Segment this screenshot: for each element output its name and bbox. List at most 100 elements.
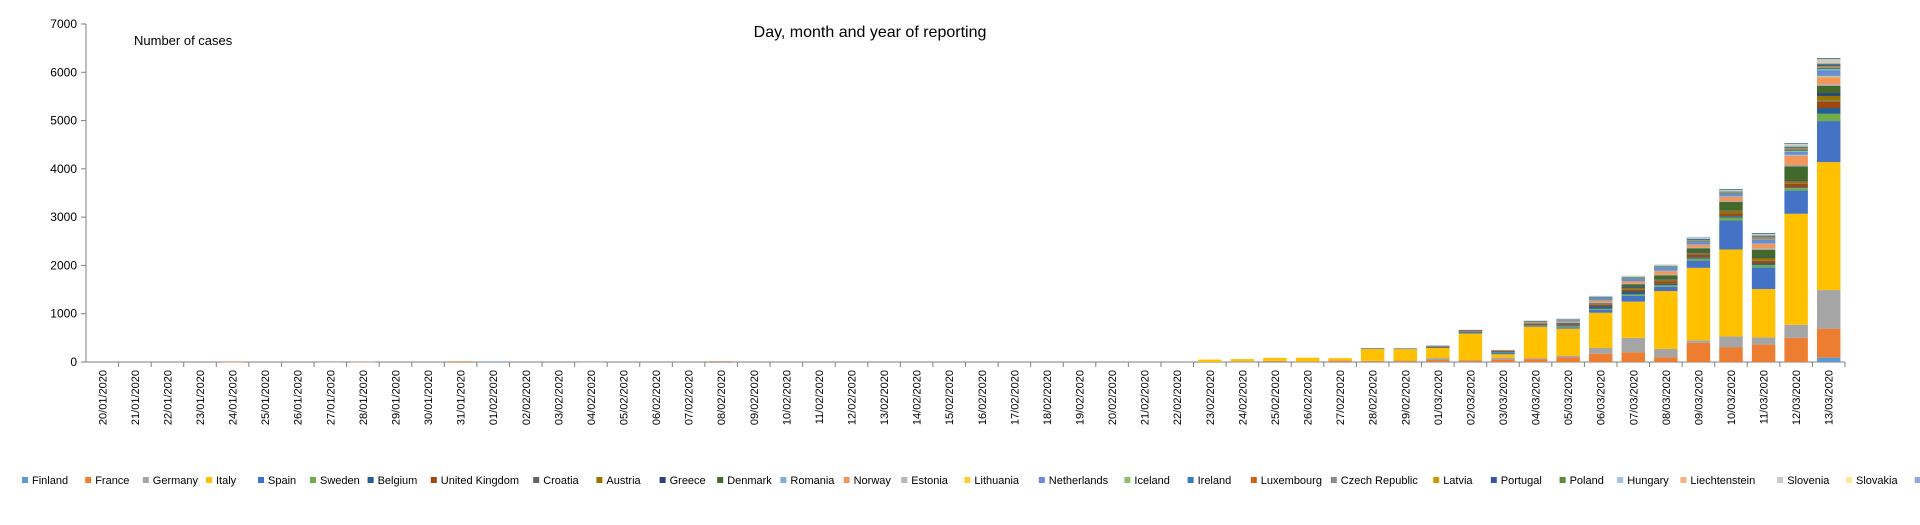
legend-label: Romania	[790, 475, 835, 487]
bar-segment	[1816, 66, 1841, 68]
x-tick-label: 26/01/2020	[293, 370, 305, 425]
bar-segment	[1621, 275, 1645, 277]
bar-segment	[1784, 151, 1808, 155]
x-tick-label: 08/03/2020	[1661, 370, 1673, 425]
bar-segment	[1295, 357, 1320, 362]
bar-segment	[1621, 294, 1645, 296]
bar-segment	[1588, 306, 1613, 309]
bar-segment	[1719, 192, 1743, 193]
bar-segment	[1686, 247, 1711, 249]
bar-segment	[1719, 210, 1743, 214]
bar-segment	[1491, 350, 1515, 352]
bar-segment	[1751, 263, 1776, 265]
bar-segment	[1621, 337, 1645, 353]
bar-segment	[1491, 359, 1515, 362]
bar-segment	[1491, 351, 1515, 353]
bar-segment	[1588, 303, 1613, 305]
bar-segment	[1523, 324, 1548, 325]
bar-segment	[1816, 58, 1841, 60]
bar-segment	[1784, 183, 1808, 184]
bar-segment	[1816, 70, 1841, 76]
bar-segment	[1588, 347, 1613, 354]
bar-segment	[1458, 360, 1483, 362]
legend-label: Lithuania	[974, 475, 1020, 487]
bar-segment	[1751, 261, 1776, 264]
bar-segment	[1719, 201, 1743, 211]
legend-swatch	[1846, 477, 1852, 483]
bar-segment	[1426, 360, 1450, 362]
bar-segment	[1621, 291, 1645, 295]
x-tick-label: 22/01/2020	[162, 370, 174, 425]
bar-segment	[1816, 67, 1841, 68]
bar-segment	[1784, 180, 1808, 184]
legend-label: Germany	[153, 475, 199, 487]
bar-segment	[1816, 290, 1841, 329]
legend-label: Finland	[32, 475, 68, 487]
bar-segment	[1654, 265, 1678, 267]
legend-label: Portugal	[1501, 475, 1542, 487]
x-tick-label: 04/03/2020	[1531, 370, 1543, 425]
bar-segment	[1198, 359, 1222, 362]
legend-swatch	[367, 477, 374, 483]
bar-segment	[1784, 166, 1808, 180]
y-axis-label: Number of cases	[134, 33, 233, 48]
bar-segment	[1784, 146, 1808, 147]
bar-segment	[1751, 235, 1776, 236]
x-tick-label: 28/02/2020	[1368, 370, 1380, 425]
y-tick-label: 6000	[50, 65, 77, 79]
bar-segment	[1523, 325, 1548, 326]
bar-segment	[1784, 213, 1808, 325]
x-tick-label: 16/02/2020	[977, 370, 989, 425]
bar-segment	[1751, 238, 1776, 239]
bar-segment	[1556, 319, 1580, 321]
x-tick-label: 01/03/2020	[1433, 370, 1445, 425]
bar-segment	[1816, 59, 1841, 60]
bar-segment	[1784, 148, 1808, 149]
x-tick-label: 02/03/2020	[1465, 370, 1477, 425]
bar-segment	[1686, 238, 1711, 239]
x-tick-label: 14/02/2020	[912, 370, 924, 425]
legend-swatch	[1187, 477, 1194, 483]
x-tick-label: 19/02/2020	[1075, 370, 1087, 425]
bar-segment	[1523, 320, 1548, 322]
bar-segment	[1784, 155, 1808, 166]
bar-segment	[1816, 162, 1841, 291]
legend-swatch	[843, 477, 850, 483]
x-tick-label: 27/01/2020	[325, 370, 337, 425]
legend-label: Slovenia	[1787, 475, 1830, 487]
bar-segment	[1491, 352, 1515, 355]
legend-label: Latvia	[1443, 475, 1473, 487]
bar-segment	[1588, 312, 1613, 348]
bar-segment	[1751, 233, 1776, 234]
legend-label: Belgium	[378, 475, 418, 487]
bar-segment	[1588, 353, 1613, 362]
bar-segment	[1751, 337, 1776, 345]
bar-segment	[1654, 279, 1678, 282]
legend-swatch	[22, 477, 28, 483]
bar-segment	[1751, 249, 1776, 258]
bar-segment	[1719, 201, 1743, 203]
bar-segment	[1360, 347, 1385, 349]
bar-segment	[1784, 179, 1808, 181]
bar-segment	[351, 361, 375, 363]
bar-segment	[1686, 241, 1711, 245]
bar-segment	[1360, 361, 1385, 362]
bar-segment	[1458, 332, 1483, 334]
bar-segment	[1523, 326, 1548, 359]
bar-segment	[1621, 277, 1645, 279]
legend-swatch	[1777, 477, 1784, 483]
bar-segment	[1686, 260, 1711, 268]
y-tick-label: 2000	[50, 258, 77, 272]
legend-swatch	[258, 477, 264, 483]
bar-segment	[1523, 321, 1548, 323]
bar-segment	[1654, 267, 1678, 268]
bar-segment	[1816, 63, 1841, 65]
bar-segment	[1621, 287, 1645, 290]
bar-segment	[1621, 289, 1645, 290]
bar-segment	[1751, 234, 1776, 236]
bar-segment	[1816, 121, 1841, 163]
bar-segment	[1686, 267, 1711, 341]
bar-segment	[1719, 191, 1743, 192]
chart-title: Day, month and year of reporting	[754, 24, 987, 41]
legend-swatch	[1490, 477, 1497, 483]
